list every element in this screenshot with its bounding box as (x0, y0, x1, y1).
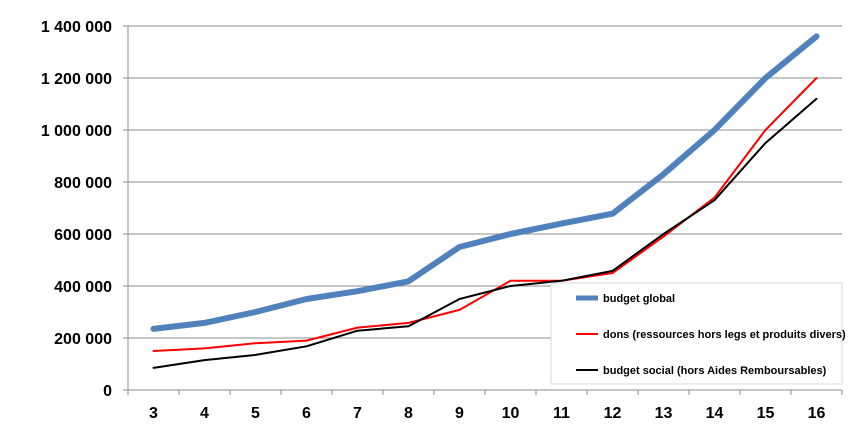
grid-lines (128, 25, 842, 339)
legend-label-3: budget social (hors Aides Remboursables) (603, 365, 827, 377)
series-line-2 (152, 77, 818, 352)
x-tick-label-12: 12 (604, 405, 622, 422)
x-tick-label-4: 4 (200, 405, 209, 422)
x-tick-label-3: 3 (149, 405, 158, 422)
x-axis-ticks: 3 4 5 6 7 8 9 10 11 12 13 14 15 16 (127, 390, 843, 422)
y-axis-ticks: 0 200 000 400 000 600 000 800 000 1 000 000 1 … (41, 19, 128, 400)
legend-box (550, 282, 843, 385)
y-tick-label-0: 0 (103, 383, 112, 400)
x-tick-label-16: 16 (808, 405, 826, 422)
y-tick-label-5: 1 000 000 (41, 123, 112, 140)
x-tick-label-7: 7 (353, 405, 362, 422)
x-tick-label-5: 5 (251, 405, 260, 422)
x-tick-label-15: 15 (757, 405, 775, 422)
x-tick-label-9: 9 (455, 405, 464, 422)
x-tick-label-10: 10 (502, 405, 520, 422)
series-lines (150, 33, 820, 369)
x-tick-label-11: 11 (553, 405, 570, 422)
series-line-3 (152, 97, 818, 369)
y-tick-label-3: 600 000 (54, 227, 112, 244)
y-tick-label-4: 800 000 (54, 175, 112, 192)
x-tick-label-6: 6 (302, 405, 311, 422)
legend: budget global dons (ressources hors legs … (550, 282, 846, 385)
y-tick-label-6: 1 200 000 (41, 71, 112, 88)
y-tick-label-1: 200 000 (54, 331, 112, 348)
y-tick-label-7: 1 400 000 (41, 19, 112, 36)
x-tick-label-8: 8 (404, 405, 413, 422)
legend-label-1: budget global (603, 293, 675, 305)
x-tick-label-14: 14 (706, 405, 724, 422)
series-line-1 (150, 33, 820, 332)
legend-label-2: dons (ressources hors legs et produits d… (603, 329, 846, 341)
x-tick-label-13: 13 (655, 405, 673, 422)
y-tick-label-2: 400 000 (54, 279, 112, 296)
